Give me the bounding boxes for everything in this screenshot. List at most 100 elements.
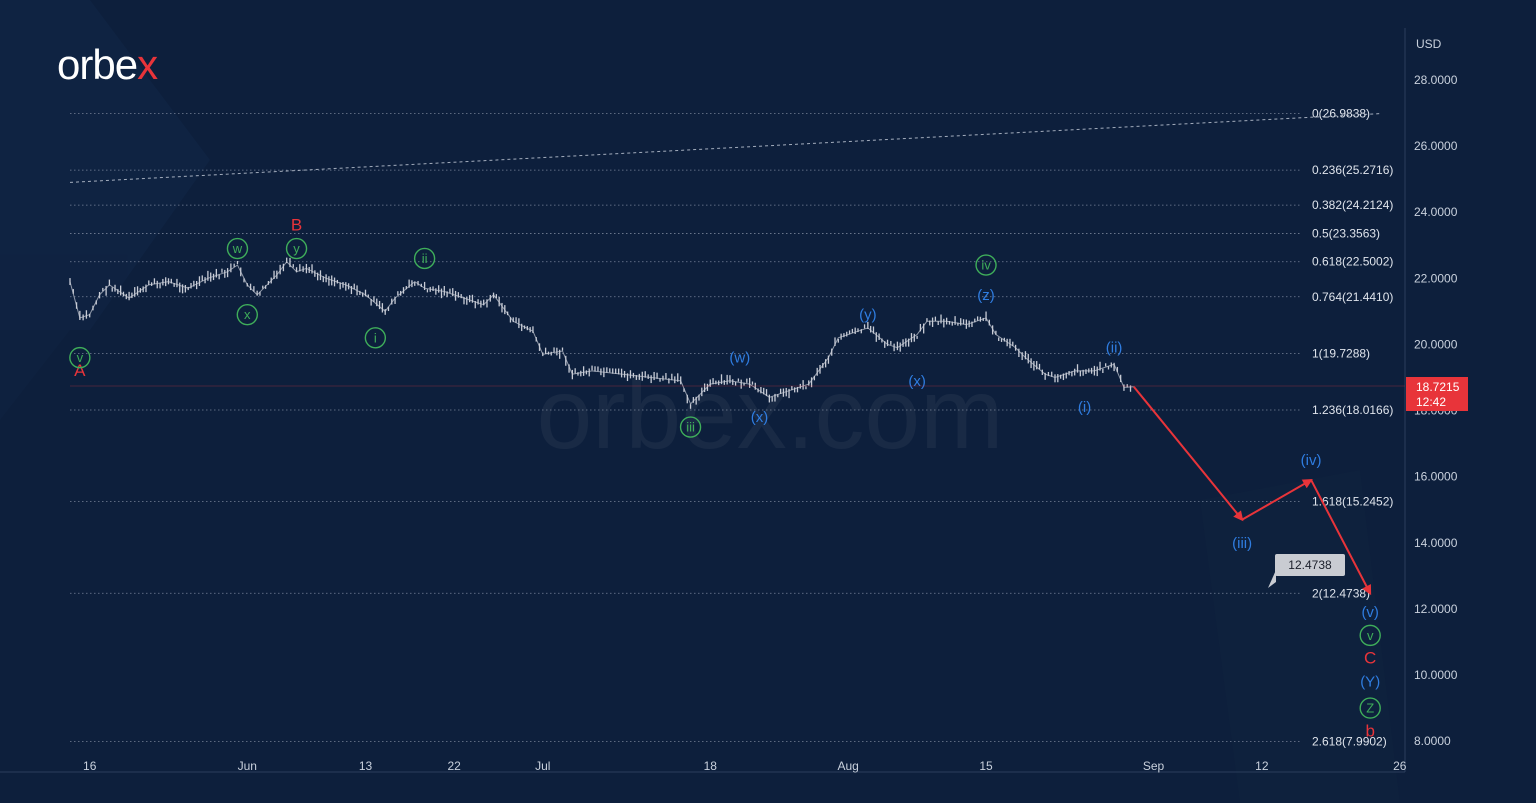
fib-level-label: 0.764(21.4410) xyxy=(1312,290,1393,304)
wave-label-ring xyxy=(285,237,308,260)
logo-accent: x xyxy=(137,41,158,88)
projection-arrow xyxy=(1133,386,1244,522)
wave-label: B xyxy=(291,215,302,234)
wave-label: (iv) xyxy=(1301,452,1322,469)
projection-arrow xyxy=(1241,478,1313,521)
price-tick-label: 8.0000 xyxy=(1414,734,1451,748)
wave-label-text: iii xyxy=(686,420,695,435)
time-tick-label: 16 xyxy=(83,759,97,773)
wave-label-ring xyxy=(364,327,387,349)
target-price-label: 12.4738 xyxy=(1288,558,1332,572)
wave-label: A xyxy=(74,361,86,380)
wave-label-text: Z xyxy=(1366,701,1374,716)
time-tick-label: Sep xyxy=(1143,759,1165,773)
price-tick-label: 16.0000 xyxy=(1414,470,1458,484)
svg-text:orbex: orbex xyxy=(57,41,158,88)
fib-level-label: 0(26.9838) xyxy=(1312,107,1370,121)
fib-level-label: 2(12.4738) xyxy=(1312,586,1370,600)
wave-label-text: v xyxy=(1367,628,1374,643)
fib-level-label: 1(19.7288) xyxy=(1312,346,1370,360)
price-tick-label: 28.0000 xyxy=(1414,73,1458,87)
wave-label-ring xyxy=(679,416,702,438)
fib-level-label: 1.236(18.0166) xyxy=(1312,403,1393,417)
price-tick-label: 24.0000 xyxy=(1414,205,1458,219)
projection-arrow xyxy=(1310,479,1372,596)
wave-label-ring xyxy=(236,303,259,326)
time-axis[interactable]: 16 Jun 13 22 Jul 18 Aug 15 Sep 12 26 xyxy=(83,759,1407,773)
wave-label: (w) xyxy=(729,350,750,367)
time-tick-label: 26 xyxy=(1393,759,1407,773)
fib-level-label: 0.236(25.2716) xyxy=(1312,163,1393,177)
wave-label: (i) xyxy=(1078,399,1091,416)
wave-label-ring xyxy=(1359,697,1381,719)
time-tick-label: 13 xyxy=(359,759,373,773)
fib-level-label: 0.382(24.2124) xyxy=(1312,198,1393,212)
time-tick-label: 12 xyxy=(1255,759,1269,773)
wave-label-circled: i xyxy=(364,327,387,349)
price-tick-label: 22.0000 xyxy=(1414,271,1458,285)
wave-label-text: y xyxy=(293,241,300,256)
wave-label-circled: w xyxy=(226,237,249,260)
wave-label-circled: y xyxy=(285,237,308,260)
fib-level-label: 0.5(23.3563) xyxy=(1312,226,1380,240)
wave-label-circled: ii xyxy=(413,247,436,270)
current-price-tag: 18.7215 12:42 xyxy=(70,377,1468,411)
wave-label-ring xyxy=(975,254,997,276)
wave-label-text: iv xyxy=(981,258,991,273)
projection-path xyxy=(1133,386,1372,596)
target-price-callout: 12.4738 xyxy=(1268,554,1345,588)
time-tick-label: 22 xyxy=(447,759,461,773)
wave-label: (x) xyxy=(908,373,926,390)
wave-label-ring xyxy=(226,237,249,260)
wave-label-text: v xyxy=(77,350,84,365)
price-axis-currency: USD xyxy=(1416,37,1442,51)
wave-label: (ii) xyxy=(1106,340,1123,357)
fibonacci-levels: 0(26.9838) 0.236(25.2716) 0.382(24.2124) 0.… xyxy=(70,107,1393,749)
orbex-logo: orbex xyxy=(57,41,159,88)
wave-label-text: x xyxy=(244,307,251,322)
wave-label: (y) xyxy=(859,307,877,324)
wave-label-circled: Z xyxy=(1359,697,1381,719)
wave-label: b xyxy=(1365,721,1374,740)
time-tick-label: Aug xyxy=(837,759,858,773)
time-tick-label: Jun xyxy=(238,759,257,773)
wave-label-ring xyxy=(69,346,91,369)
price-tick-label: 20.0000 xyxy=(1414,337,1458,351)
wave-label-circled: iv xyxy=(975,254,997,276)
watermark: orbex.com xyxy=(537,358,1004,470)
wave-label-circled: iii xyxy=(679,416,702,438)
wave-label: C xyxy=(1364,649,1376,668)
wave-label-circled: v xyxy=(69,346,91,369)
price-tick-label: 10.0000 xyxy=(1414,668,1458,682)
wave-label: (x) xyxy=(751,409,769,426)
wave-label-text: i xyxy=(374,330,377,345)
wave-label: (v) xyxy=(1361,604,1379,621)
fib-level-label: 1.618(15.2452) xyxy=(1312,495,1393,509)
wave-label-circled: v xyxy=(1359,624,1381,647)
wave-labels: AvwxByiiiiii(w)(x)(y)(x)iv(z)(i)(ii)(iii… xyxy=(69,215,1381,740)
fib-level-label: 2.618(7.9902) xyxy=(1312,735,1387,749)
time-tick-label: 18 xyxy=(704,759,718,773)
time-tick-label: Jul xyxy=(535,759,550,773)
trendline xyxy=(69,113,1381,183)
current-price-countdown: 12:42 xyxy=(1416,395,1446,409)
price-tick-label: 14.0000 xyxy=(1414,536,1458,550)
wave-label-text: ii xyxy=(422,251,428,266)
price-tick-label: 12.0000 xyxy=(1414,602,1458,616)
price-series xyxy=(69,257,1134,409)
price-tick-label: 26.0000 xyxy=(1414,139,1458,153)
wave-label: (iii) xyxy=(1232,535,1252,552)
wave-label-circled: x xyxy=(236,303,259,326)
fib-level-label: 0.618(22.5002) xyxy=(1312,255,1393,269)
wave-label: (Y) xyxy=(1360,674,1380,691)
wave-label: (z) xyxy=(977,287,995,304)
wave-label-ring xyxy=(1359,624,1381,647)
dashed-trendline xyxy=(69,113,1381,183)
logo-text: orbe xyxy=(57,41,137,88)
wave-label-ring xyxy=(413,247,436,270)
wave-label-text: w xyxy=(232,241,243,256)
time-tick-label: 15 xyxy=(979,759,993,773)
current-price-value: 18.7215 xyxy=(1416,380,1460,394)
